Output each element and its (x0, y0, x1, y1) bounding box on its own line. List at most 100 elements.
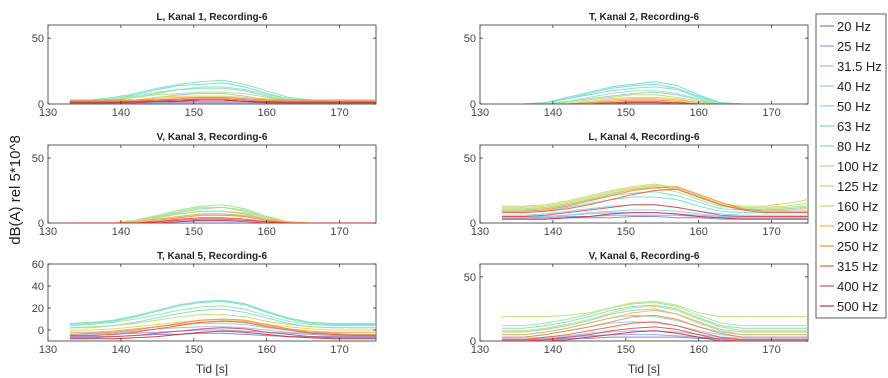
series-line-400-hz (69, 218, 376, 223)
plot-area (47, 24, 377, 105)
series-line-500-hz (501, 212, 808, 220)
series-line-200-hz (501, 98, 808, 104)
x-tick-label: 170 (762, 107, 780, 119)
y-tick-label: 50 (464, 272, 476, 284)
series-line-400-hz (69, 327, 376, 339)
subplot-title: V, Kanal 6, Recording-6 (589, 251, 700, 262)
series-line-100-hz (501, 301, 808, 327)
series-line-160-hz (501, 96, 808, 104)
series-line-250-hz (69, 318, 376, 335)
series-line-315-hz (501, 188, 808, 214)
series-group (69, 299, 376, 340)
y-tick-label: 0 (470, 218, 476, 230)
x-tick-label: 130 (471, 107, 489, 119)
subplot-4: L, Kanal 4, Recording-6 130 140 150 160 170 0 5… (464, 132, 809, 238)
legend-item: 80 Hz (820, 139, 871, 154)
series-line-250-hz (501, 186, 808, 212)
y-tick-label: 60 (32, 259, 44, 271)
x-tick-label: 160 (257, 226, 275, 238)
y-tick-label: 0 (470, 99, 476, 111)
legend-label: 40 Hz (837, 79, 871, 94)
x-tick-label: 170 (762, 226, 780, 238)
series-line-160-hz (501, 184, 808, 208)
plot-area (479, 263, 809, 342)
legend-label: 250 Hz (837, 239, 878, 254)
subplot-title: V, Kanal 3, Recording-6 (157, 132, 268, 143)
series-line-100-hz (69, 305, 376, 327)
legend-item: 400 Hz (820, 279, 878, 294)
legend-label: 200 Hz (837, 219, 878, 234)
x-tick-label: 130 (471, 226, 489, 238)
plot-area (479, 24, 809, 105)
subplot-3: V, Kanal 3, Recording-6 130 140 150 160 170 0 5… (32, 132, 377, 238)
series-line-40-hz (501, 209, 808, 219)
legend-item: 50 Hz (820, 99, 871, 114)
legend-item: 63 Hz (820, 119, 871, 134)
y-axis-label: dB(A) rel 5*10^8 (7, 135, 24, 245)
subplot-1: L, Kanal 1, Recording-6 130 140 150 160 170 0 5… (32, 12, 377, 119)
legend-item: 160 Hz (820, 199, 878, 214)
legend-label: 100 Hz (837, 159, 878, 174)
legend-item: 40 Hz (820, 79, 871, 94)
y-tick-label: 20 (32, 303, 44, 315)
series-line-31-5-hz (69, 221, 376, 223)
x-tick-label: 170 (762, 344, 780, 356)
legend-item: 250 Hz (820, 239, 878, 254)
legend-label: 315 Hz (837, 259, 878, 274)
x-tick-label: 160 (689, 107, 707, 119)
y-tick-label: 0 (470, 336, 476, 348)
y-tick-label: 0 (38, 99, 44, 111)
subplots: L, Kanal 1, Recording-6 130 140 150 160 170 0 5… (32, 12, 809, 356)
series-line-80-hz (501, 304, 808, 329)
series-line-80-hz (69, 299, 376, 324)
x-tick-label: 140 (544, 344, 562, 356)
legend-label: 400 Hz (837, 279, 878, 294)
x-tick-label: 150 (617, 344, 635, 356)
legend-item: 100 Hz (820, 159, 878, 174)
plot-area (47, 144, 377, 224)
subplot-title: L, Kanal 4, Recording-6 (588, 132, 700, 143)
x-tick-label: 150 (617, 107, 635, 119)
x-tick-label: 140 (112, 107, 130, 119)
legend-item: 125 Hz (820, 179, 878, 194)
series-line-125-hz (501, 183, 808, 207)
series-line-400-hz (501, 204, 808, 217)
x-tick-label: 130 (471, 344, 489, 356)
subplot-title: L, Kanal 1, Recording-6 (156, 12, 268, 23)
series-line-160-hz (501, 305, 808, 332)
subplot-2: T, Kanal 2, Recording-6 130 140 150 160 170 0 5… (464, 12, 809, 119)
x-tick-label: 130 (39, 344, 57, 356)
y-tick-label: 50 (464, 33, 476, 45)
x-axis-label-left: Tid [s] (196, 362, 228, 376)
subplot-title: T, Kanal 2, Recording-6 (589, 12, 699, 23)
legend-item: 20 Hz (820, 19, 871, 34)
x-tick-label: 160 (689, 226, 707, 238)
y-tick-label: 50 (32, 153, 44, 165)
legend-label: 31.5 Hz (837, 59, 882, 74)
legend-label: 50 Hz (837, 99, 871, 114)
x-tick-label: 140 (112, 344, 130, 356)
series-line-500-hz (69, 219, 376, 223)
y-tick-label: 40 (32, 281, 44, 293)
series-line-315-hz (501, 100, 808, 104)
legend: 20 Hz 25 Hz 31.5 Hz 40 Hz 50 Hz 63 Hz 80 Hz 100… (815, 13, 887, 319)
x-tick-label: 170 (330, 107, 348, 119)
series-line-250-hz (501, 314, 808, 338)
subplot-title: T, Kanal 5, Recording-6 (157, 251, 267, 262)
legend-item: 31.5 Hz (820, 59, 882, 74)
y-tick-label: 0 (38, 325, 44, 337)
legend-label: 500 Hz (837, 299, 878, 314)
x-tick-label: 140 (112, 226, 130, 238)
series-line-315-hz (501, 321, 808, 341)
x-tick-label: 130 (39, 107, 57, 119)
x-tick-label: 150 (185, 344, 203, 356)
x-tick-label: 170 (330, 226, 348, 238)
series-group (501, 183, 808, 220)
x-tick-label: 150 (185, 107, 203, 119)
y-tick-label: 50 (464, 153, 476, 165)
legend-item: 25 Hz (820, 39, 871, 54)
x-tick-label: 160 (689, 344, 707, 356)
legend-item: 200 Hz (820, 219, 878, 234)
series-line-200-hz (501, 186, 808, 211)
